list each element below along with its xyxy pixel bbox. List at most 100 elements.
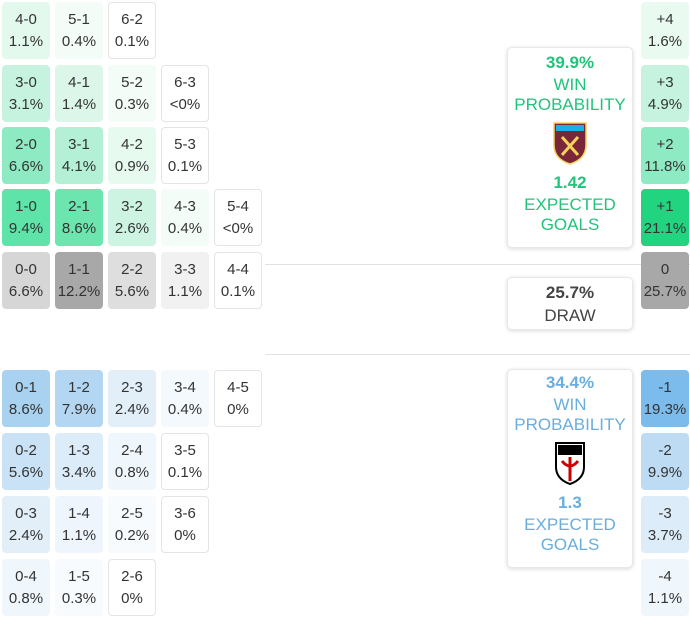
separator [265,264,690,265]
probability: 0.4% [167,400,203,418]
probability: 21.1% [643,219,687,237]
score-label: 1-2 [68,378,90,396]
score-cell: 3-2 2.6% [108,189,156,246]
probability: 1.1% [647,589,683,607]
score-label: 5-1 [68,10,90,28]
score-cell: +2 11.8% [641,127,689,184]
score-cell: 0-2 5.6% [2,433,50,490]
score-cell: 3-4 0.4% [161,370,209,427]
score-cell: 0 25.7% [641,252,689,309]
probability: 5.6% [8,463,44,481]
score-label: 2-3 [121,378,143,396]
probability: 3.4% [61,463,97,481]
score-cell: 1-2 7.9% [55,370,103,427]
score-label: 2-5 [121,504,143,522]
score-cell: -2 9.9% [641,433,689,490]
probability: 0% [121,589,143,607]
probability: 0.4% [167,219,203,237]
score-label: 3-1 [68,135,90,153]
expected-goals: 1.3 [558,493,582,512]
probability: 0.1% [220,282,256,300]
score-label: 2-0 [15,135,37,153]
probability: 0% [174,526,196,544]
score-cell: -1 19.3% [641,370,689,427]
probability: 2.4% [8,526,44,544]
probability: 8.6% [61,219,97,237]
away-logo [555,442,585,485]
score-cell: 2-3 2.4% [108,370,156,427]
probability: 8.6% [8,400,44,418]
probability: 0.1% [167,463,203,481]
score-label: 0-2 [15,441,37,459]
score-label: -1 [658,378,672,396]
score-label: 4-4 [227,260,249,278]
score-cell: 3-3 1.1% [161,252,209,309]
score-cell: 4-5 0% [214,370,262,427]
score-label: +1 [656,197,674,215]
draw-summary: 25.7% DRAW [507,277,633,330]
probability: 25.7% [643,282,687,300]
score-label: 1-3 [68,441,90,459]
score-label: 1-5 [68,567,90,585]
probability: 0.3% [114,95,150,113]
score-cell: 2-0 6.6% [2,127,50,184]
draw-label: DRAW [544,306,596,325]
score-label: 2-6 [121,567,143,585]
score-cell: -3 3.7% [641,496,689,553]
score-label: +4 [656,10,674,28]
probability: 0.1% [114,32,150,50]
probability: 0.3% [61,589,97,607]
score-label: 4-1 [68,73,90,91]
probability: 1.1% [8,32,44,50]
probability: 0.2% [114,526,150,544]
probability: 5.6% [114,282,150,300]
probability: 2.6% [114,219,150,237]
probability: 7.9% [61,400,97,418]
score-cell: 4-0 1.1% [2,2,50,59]
score-label: 0-1 [15,378,37,396]
win-label: WIN PROBABILITY [514,75,626,114]
score-label: 4-0 [15,10,37,28]
score-cell: 0-0 6.6% [2,252,50,309]
probability: 0.1% [167,157,203,175]
score-label: 0-0 [15,260,37,278]
score-label: 3-2 [121,197,143,215]
score-label: 4-5 [227,378,249,396]
probability: 1.4% [61,95,97,113]
probability: 11.8% [644,157,686,175]
score-label: 2-4 [121,441,143,459]
probability: 1.1% [167,282,203,300]
score-cell: 3-5 0.1% [161,433,209,490]
score-cell: 1-4 1.1% [55,496,103,553]
score-cell: 1-3 3.4% [55,433,103,490]
probability: 1.1% [61,526,97,544]
score-label: 2-1 [68,197,90,215]
score-label: -2 [658,441,672,459]
probability: 4.9% [647,95,683,113]
expected-goals: 1.42 [553,173,587,192]
score-cell: 6-3 <0% [161,65,209,122]
score-label: +3 [656,73,674,91]
score-cell: 2-4 0.8% [108,433,156,490]
score-label: 0-4 [15,567,37,585]
probability: 19.3% [643,400,687,418]
separator [265,354,690,355]
score-cell: 3-6 0% [161,496,209,553]
score-cell: +1 21.1% [641,189,689,246]
score-label: 4-2 [121,135,143,153]
score-label: 3-5 [174,441,196,459]
probability: <0% [169,95,201,113]
score-cell: 2-6 0% [108,559,156,616]
score-cell: 4-1 1.4% [55,65,103,122]
probability: 3.7% [647,526,683,544]
probability: 9.9% [647,463,683,481]
score-label: +2 [656,135,674,153]
score-label: 5-2 [121,73,143,91]
probability: 12.2% [57,282,101,300]
score-label: -4 [658,567,672,585]
score-label: 6-3 [174,73,196,91]
score-cell: -4 1.1% [641,559,689,616]
score-cell: +3 4.9% [641,65,689,122]
score-cell: 2-5 0.2% [108,496,156,553]
score-label: 1-1 [68,260,90,278]
